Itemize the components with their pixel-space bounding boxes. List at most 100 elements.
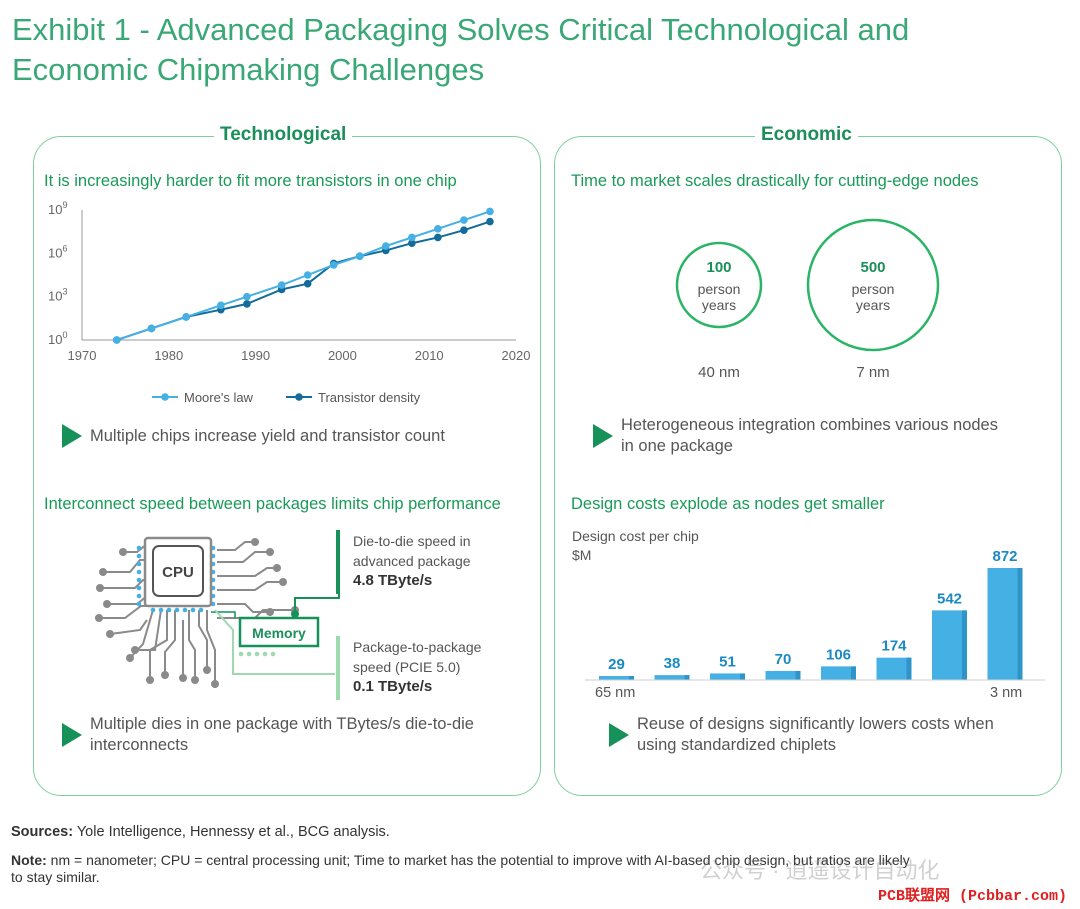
circle-7nm-line2: years (856, 297, 890, 313)
cpu-memory-diagram: CPU Memory (95, 536, 340, 688)
design-cost-value-label: 542 (937, 590, 962, 607)
transistor-x-tick-label: 1970 (68, 348, 97, 363)
design-cost-value-label: 174 (881, 638, 907, 655)
design-cost-bar-shade (795, 671, 801, 680)
design-cost-bar (599, 676, 634, 680)
design-cost-bar (987, 568, 1023, 680)
design-cost-value-label: 38 (664, 655, 681, 672)
design-cost-bars (599, 568, 1023, 680)
moore-s-law-point (277, 281, 286, 289)
takeaway-heterogeneous-line1: Heterogeneous integration combines vario… (621, 416, 998, 434)
design-cost-right-node: 3 nm (990, 685, 1023, 701)
page-title-line2: Economic Chipmaking Challenges (12, 52, 485, 87)
takeaway-reuse-line1: Reuse of designs significantly lowers co… (637, 715, 994, 733)
die-to-die-value: 4.8 TByte/s (353, 572, 433, 589)
moore-s-law-point (112, 336, 121, 344)
die-to-die-label: Die-to-die speed in advanced package 4.8… (353, 531, 471, 591)
transistor-y-tick-label: 100 (48, 330, 67, 347)
design-cost-bar (654, 675, 690, 680)
die-link-pad (291, 610, 299, 618)
pkg-to-pkg-line2: speed (PCIE 5.0) (353, 659, 461, 675)
design-cost-bar-shade (1017, 568, 1023, 680)
design-cost-bar-shade (906, 657, 912, 680)
die-to-die-bar (336, 530, 340, 594)
takeaway-multiple-dies-line1: Multiple dies in one package with TBytes… (90, 715, 474, 733)
design-cost-ylabel-line1: Design cost per chip (572, 528, 699, 544)
transistor-x-tick-label: 1980 (154, 348, 183, 363)
pkg-link-trace (214, 609, 335, 675)
page-title-line1: Exhibit 1 - Advanced Packaging Solves Cr… (12, 12, 910, 47)
memory-label: Memory (252, 625, 306, 641)
transistor-y-tick-label: 106 (48, 243, 67, 260)
play-arrow-icon (593, 424, 613, 448)
transistor-chart-axes (81, 210, 516, 341)
moore-s-law-point (486, 207, 494, 216)
transistor-density-point (460, 226, 468, 235)
pkg-to-pkg-value: 0.1 TByte/s (353, 678, 433, 695)
die-to-die-line1: Die-to-die speed in (353, 533, 471, 549)
transistor-density-legend-label: Transistor density (318, 390, 421, 405)
design-cost-subtitle: Design costs explode as nodes get smalle… (571, 495, 885, 513)
design-cost-value-label: 51 (719, 653, 736, 670)
circle-7nm (806, 218, 940, 352)
watermark-text: 公众号 · 逍遥设计自动化 (700, 858, 940, 883)
memory-chip (238, 616, 320, 648)
play-arrow-icon (62, 424, 82, 448)
design-cost-value-label: 29 (608, 656, 625, 673)
moore-s-law-point (382, 242, 390, 250)
takeaway-heterogeneous: Heterogeneous integration combines vario… (621, 415, 998, 457)
design-cost-ylabel: Design cost per chip $M (572, 527, 699, 565)
time-to-market-subtitle: Time to market scales drastically for cu… (571, 172, 979, 190)
moore-s-law-point (460, 216, 468, 224)
transistor-chart-y-ticks: 100 103 106 109 (48, 200, 67, 347)
die-to-die-line2: advanced package (353, 553, 471, 569)
sources-footnote: Sources: Yole Intelligence, Hennessy et … (11, 824, 390, 841)
design-cost-value-label: 872 (992, 548, 1017, 565)
moore-s-law-point (182, 313, 190, 321)
takeaway-multiple-dies: Multiple dies in one package with TBytes… (90, 714, 474, 756)
design-cost-bar (710, 673, 745, 680)
die-link-trace (211, 611, 236, 618)
design-cost-chart: 29 38 51 70 106 174 542 872 (585, 548, 1045, 681)
moore-s-law-point (147, 324, 156, 333)
transistor-x-tick-label: 2000 (328, 348, 357, 363)
transistor-density-point (243, 300, 251, 308)
circle-40nm (675, 241, 763, 329)
pkg-to-pkg-line1: Package-to-package (353, 639, 482, 655)
sources-text: Yole Intelligence, Hennessy et al., BCG … (76, 824, 390, 840)
transistor-density-point (434, 233, 442, 242)
design-cost-bar (765, 671, 801, 680)
design-cost-bar (932, 610, 967, 680)
transistor-density-legend-marker (295, 393, 303, 401)
circle-7nm-line1: person (852, 281, 895, 297)
moore-s-law-point (355, 252, 364, 261)
page-title: Exhibit 1 - Advanced Packaging Solves Cr… (12, 10, 1012, 90)
design-cost-bar (821, 666, 856, 680)
transistor-chart: 100 103 106 109 1970 1980 1990 2000 2010 2020 Mo… (48, 200, 530, 405)
transistor-chart-legend: Moore's law Transistor density (152, 390, 421, 405)
note-label: Note: (11, 852, 47, 868)
economic-heading: Economic (755, 124, 858, 146)
transistor-chart-series (112, 207, 494, 344)
circle-40nm-node: 40 nm (698, 364, 740, 381)
circle-7nm-value: 500 (860, 259, 885, 276)
transistor-chart-subtitle: It is increasingly harder to fit more tr… (44, 172, 457, 190)
transistor-density-point (486, 217, 494, 226)
design-cost-bar (876, 657, 912, 680)
pkg-to-pkg-bar (336, 636, 340, 700)
die-link-connector (294, 538, 340, 610)
moore-s-law-legend-marker (161, 393, 169, 401)
takeaway-reuse: Reuse of designs significantly lowers co… (637, 714, 994, 756)
moore-s-law-point (329, 261, 338, 269)
transistor-x-tick-label: 1990 (241, 348, 270, 363)
pkg-to-pkg-label: Package-to-package speed (PCIE 5.0) 0.1 … (353, 637, 481, 697)
moore-s-law-point (434, 224, 442, 233)
design-cost-value-label: 106 (826, 646, 851, 663)
watermark-site: PCB联盟网 (Pcbbar.com) (878, 888, 1068, 905)
transistor-y-tick-label: 109 (48, 200, 67, 217)
transistor-x-tick-label: 2020 (502, 348, 530, 363)
moore-s-law-line (116, 210, 491, 341)
design-cost-left-node: 65 nm (595, 685, 636, 701)
note-line1: nm = nanometer; CPU = central processing… (50, 852, 910, 868)
time-to-market-circles: 100 person years 40 nm 500 person years … (675, 218, 940, 381)
